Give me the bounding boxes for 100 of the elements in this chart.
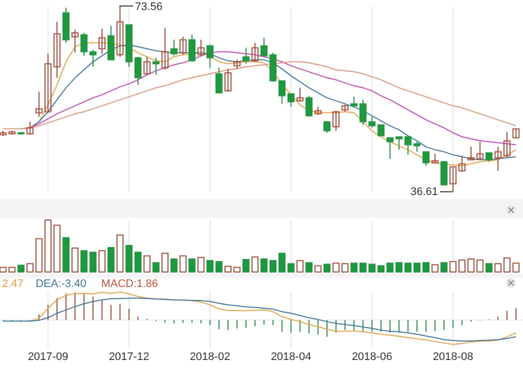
candlestick (90, 49, 96, 68)
bar (270, 260, 276, 272)
bar (72, 248, 78, 272)
bar (242, 259, 250, 272)
bar (396, 262, 402, 272)
candlestick (216, 67, 222, 94)
candlestick (440, 160, 448, 186)
bar (414, 262, 420, 272)
bar (278, 252, 286, 272)
bar (494, 263, 502, 272)
bar (440, 262, 448, 272)
bar (54, 224, 60, 272)
candlestick (422, 151, 430, 166)
x-tick-label: 2018-02 (190, 351, 230, 363)
bar (422, 262, 430, 272)
candlestick (144, 56, 150, 76)
candlestick (72, 29, 78, 54)
candlestick (242, 47, 250, 64)
candlestick (108, 25, 114, 60)
bar (332, 262, 340, 272)
candlestick (252, 42, 258, 62)
x-tick-label: 2018-04 (270, 351, 312, 363)
bar (486, 263, 492, 272)
bar (306, 262, 312, 272)
bar (144, 255, 150, 272)
bar (476, 260, 484, 272)
bar (324, 264, 330, 272)
candlestick (162, 27, 168, 70)
bar (36, 238, 42, 272)
bar (468, 258, 474, 272)
bar (188, 258, 196, 272)
candlestick (450, 166, 456, 192)
bar (504, 257, 510, 272)
candlestick (224, 68, 232, 92)
candlestick (368, 116, 376, 128)
bar (26, 263, 34, 272)
candlestick (494, 146, 502, 172)
bar (368, 264, 376, 272)
x-tick-label: 2017-09 (28, 351, 68, 363)
candlestick (116, 6, 124, 58)
bar (62, 237, 70, 272)
bar (314, 265, 322, 272)
bar (44, 220, 52, 272)
candlestick (260, 37, 268, 56)
bar (450, 261, 456, 272)
candlestick (476, 141, 484, 160)
candlestick (306, 95, 312, 118)
candlestick (234, 59, 240, 70)
candlestick (198, 39, 204, 58)
text: 2.47 (2, 278, 24, 290)
bar (206, 260, 214, 272)
candlestick (504, 131, 510, 158)
candlestick (36, 91, 42, 118)
bar (360, 262, 366, 272)
candlestick (152, 57, 160, 76)
candlestick (54, 21, 60, 78)
bar (224, 266, 232, 272)
bar (378, 265, 384, 272)
bar (80, 250, 88, 272)
bar (342, 263, 348, 272)
candlestick (188, 34, 196, 62)
candlestick (404, 136, 412, 156)
bar (90, 252, 96, 272)
bar (126, 244, 132, 272)
annotation: 73.56 (135, 1, 163, 13)
bar (296, 260, 304, 272)
candlestick (26, 121, 34, 136)
candlestick (180, 36, 186, 56)
x-tick-label: 2018-08 (432, 351, 474, 363)
candlestick (414, 141, 420, 152)
x-tick-label: 2018-06 (352, 351, 392, 363)
bar (170, 258, 178, 272)
candlestick (468, 146, 474, 160)
candlestick (296, 87, 304, 102)
candlestick (360, 99, 366, 126)
candlestick (288, 93, 294, 108)
candlestick (324, 121, 330, 134)
bar (116, 234, 124, 272)
bar (18, 264, 24, 272)
bar (134, 252, 142, 272)
candlestick (170, 39, 178, 56)
annotation: 36.61 (410, 186, 438, 198)
bar (458, 260, 466, 272)
candlestick (378, 124, 384, 136)
bar (404, 262, 412, 272)
bar (198, 256, 204, 272)
bar (234, 266, 240, 272)
candlestick (386, 137, 394, 160)
series-label: DEA:-3.40 (36, 278, 86, 290)
bar (252, 256, 258, 272)
bar (8, 266, 16, 272)
candlestick (278, 80, 286, 104)
candlestick (458, 155, 466, 172)
bar (288, 263, 294, 272)
candlestick (396, 136, 402, 150)
candlestick (98, 28, 106, 54)
bar (162, 252, 168, 272)
bar (98, 250, 106, 272)
bar (350, 262, 358, 272)
candlestick (206, 44, 214, 68)
